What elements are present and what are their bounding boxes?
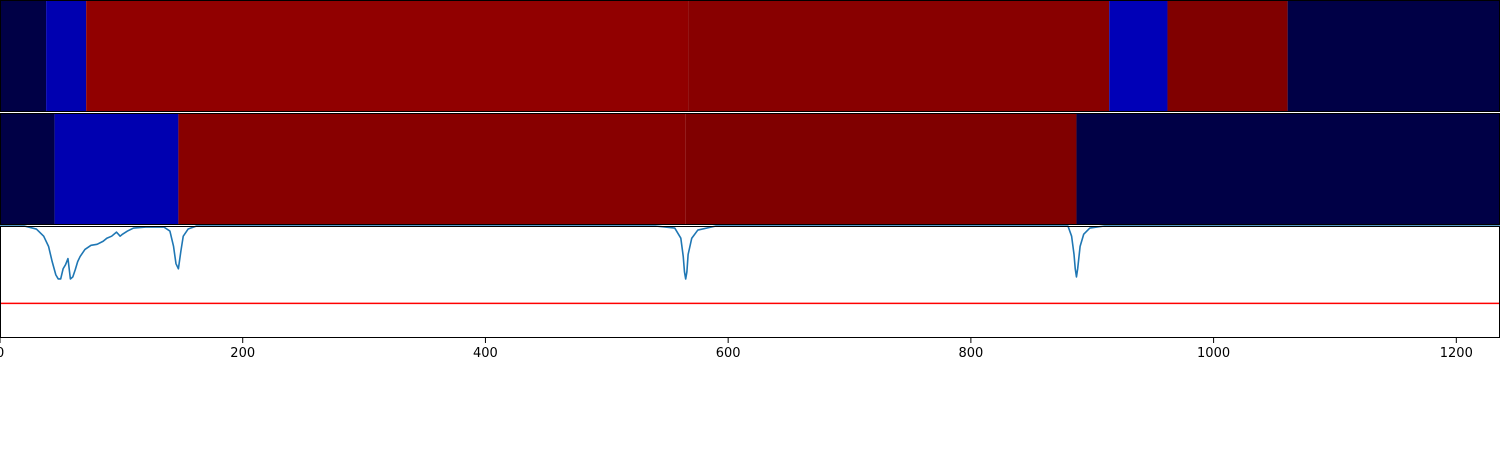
x-tick-label-400: 400 [473,346,498,361]
x-axis: 0 200 400 600 800 1000 1200 [0,338,1473,361]
x-tick-label-1200: 1200 [1440,346,1473,361]
heatmap-segment-2-5 [1076,113,1500,225]
x-tick-label-600: 600 [716,346,741,361]
heatmap-top [0,0,1500,112]
heatmap-segment-2-2 [54,113,179,225]
heatmap-segment-1-5 [1109,0,1168,112]
heatmap-bottom [0,113,1500,225]
heatmap-segment-1-4 [688,0,1110,112]
x-tick-label-800: 800 [958,346,983,361]
x-tick-label-1000: 1000 [1197,346,1230,361]
heatmap-segment-1-7 [1287,0,1500,112]
heatmap-segment-2-3 [178,113,686,225]
x-tick-label-200: 200 [230,346,255,361]
heatmap-segment-1-6 [1167,0,1288,112]
line-panel [0,225,1500,338]
line-panel-background [0,226,1500,338]
heatmap-segment-2-4 [685,113,1077,225]
x-tick-label-0: 0 [0,346,4,361]
heatmap-segment-2-1 [0,113,55,225]
heatmap-segment-1-3 [86,0,689,112]
heatmap-segment-1-1 [0,0,47,112]
heatmap-segment-1-2 [46,0,87,112]
